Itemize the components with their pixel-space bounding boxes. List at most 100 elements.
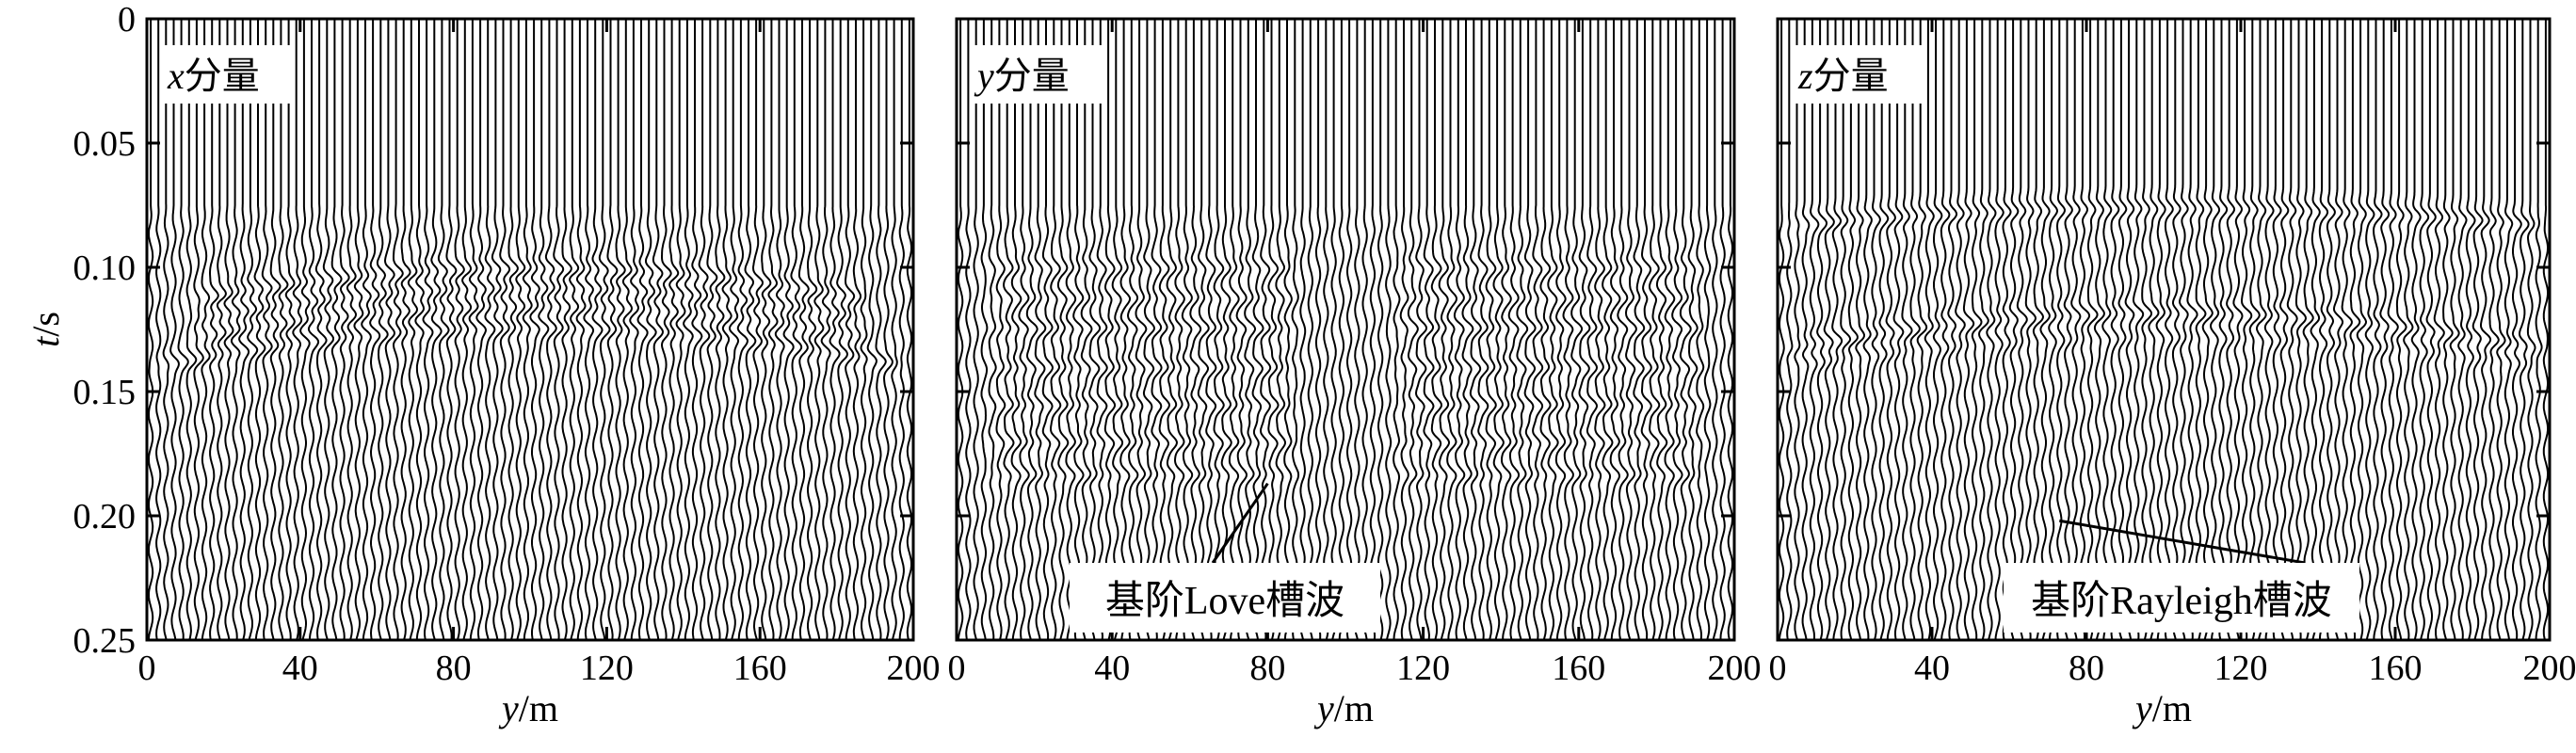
trace-group	[1779, 19, 2549, 640]
trace	[2279, 19, 2290, 640]
component-text: 分量	[1813, 55, 1889, 97]
trace	[1562, 19, 1574, 640]
trace	[2226, 19, 2236, 640]
trace	[729, 19, 740, 640]
trace	[2272, 19, 2282, 640]
trace	[2410, 19, 2422, 640]
y-tick-label: 0.10	[73, 248, 137, 288]
component-label: x分量	[167, 55, 260, 97]
trace	[751, 19, 765, 640]
trace	[369, 19, 381, 640]
trace	[2488, 19, 2500, 640]
trace	[1377, 19, 1384, 640]
trace	[1823, 19, 1835, 640]
trace	[2048, 19, 2059, 639]
trace	[2201, 19, 2214, 640]
trace	[744, 19, 757, 640]
x-tick-label: 40	[282, 649, 318, 688]
trace	[1385, 19, 1393, 640]
trace	[2186, 19, 2198, 640]
trace	[269, 19, 282, 640]
x-tick-label: 0	[1769, 649, 1787, 688]
trace	[1446, 19, 1458, 639]
trace	[1307, 19, 1314, 640]
trace	[668, 19, 680, 640]
trace	[1633, 19, 1646, 640]
trace	[1640, 19, 1652, 640]
trace	[2263, 19, 2275, 639]
trace	[660, 19, 672, 640]
trace	[2356, 19, 2368, 640]
annotation-leader-line	[1211, 482, 1269, 564]
trace	[1065, 19, 1077, 639]
y-axis-title-unit: /s	[24, 312, 67, 337]
trace	[2379, 19, 2391, 640]
trace	[1314, 19, 1322, 639]
trace	[1779, 19, 1785, 639]
trace	[1727, 19, 1733, 640]
trace	[645, 19, 657, 640]
trace	[2302, 19, 2314, 640]
trace	[1361, 19, 1368, 640]
trace	[292, 19, 303, 640]
trace	[882, 19, 894, 640]
x-axis-title-symbol: y	[2132, 687, 2152, 729]
x-axis-title-unit: /m	[1334, 687, 1374, 729]
trace	[995, 19, 1006, 640]
component-text: 分量	[994, 55, 1070, 97]
trace	[1235, 19, 1248, 640]
trace	[782, 19, 795, 640]
trace	[1072, 19, 1085, 640]
component-label-box	[160, 45, 292, 104]
trace	[2039, 19, 2051, 640]
trace	[1924, 19, 1935, 640]
trace	[1892, 19, 1905, 640]
trace	[767, 19, 779, 639]
trace	[2171, 19, 2182, 640]
trace	[2255, 19, 2267, 640]
trace	[636, 19, 649, 640]
trace	[1461, 19, 1474, 640]
y-tick-label: 0	[118, 0, 136, 40]
trace-group	[958, 19, 1733, 640]
x-tick-label: 160	[733, 649, 787, 688]
x-tick-label: 200	[2523, 649, 2576, 688]
trace	[715, 19, 726, 640]
trace	[2372, 19, 2383, 639]
trace	[1096, 19, 1108, 639]
x-axis-title-unit: /m	[2152, 687, 2192, 729]
trace	[583, 19, 595, 640]
component-symbol: x	[167, 55, 185, 97]
trace	[2326, 19, 2336, 640]
trace	[2542, 19, 2549, 640]
y-tick-label: 0.20	[73, 497, 137, 537]
trace	[422, 19, 434, 640]
trace	[2078, 19, 2091, 639]
x-tick-label: 80	[436, 649, 472, 688]
trace	[1955, 19, 1966, 640]
trace	[1423, 19, 1435, 639]
trace	[1283, 19, 1293, 639]
trace	[544, 19, 557, 640]
trace	[820, 19, 831, 640]
trace	[1962, 19, 1975, 640]
trace	[2511, 19, 2522, 640]
trace	[845, 19, 856, 639]
trace	[2195, 19, 2207, 640]
trace	[2209, 19, 2221, 639]
trace	[1049, 19, 1062, 640]
y-axis-title: t/s	[24, 312, 67, 347]
trace	[1003, 19, 1015, 640]
x-axis-title: y/m	[498, 687, 558, 729]
trace	[736, 19, 749, 639]
trace	[2526, 19, 2536, 640]
trace	[1794, 19, 1801, 640]
trace	[2024, 19, 2037, 639]
trace	[1034, 19, 1047, 640]
trace	[553, 19, 565, 640]
trace	[2218, 19, 2229, 640]
trace	[1878, 19, 1890, 640]
trace	[1213, 19, 1225, 640]
